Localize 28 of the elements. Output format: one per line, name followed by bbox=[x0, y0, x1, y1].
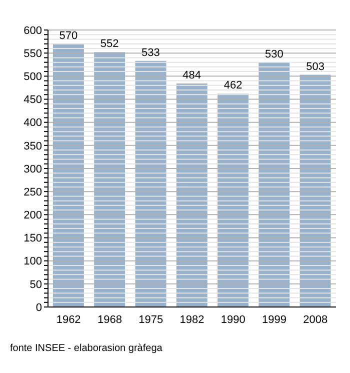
x-tick-label: 1990 bbox=[220, 314, 246, 326]
data-label: 503 bbox=[306, 60, 324, 73]
data-label: 530 bbox=[264, 48, 284, 60]
y-tick-label: 400 bbox=[24, 117, 42, 130]
y-tick-label: 600 bbox=[24, 24, 42, 37]
y-tick-label: 200 bbox=[24, 210, 42, 222]
y-tick-label: 550 bbox=[24, 48, 42, 60]
x-tick-label: 1982 bbox=[180, 314, 204, 326]
y-tick-label: 250 bbox=[24, 186, 42, 198]
y-tick-label: 0 bbox=[36, 302, 42, 314]
data-label: 484 bbox=[182, 70, 202, 82]
source-note: fonte INSEE - elaborasion gràfega bbox=[10, 343, 164, 354]
y-tick-label: 300 bbox=[24, 163, 42, 176]
x-tick-label: 2008 bbox=[303, 314, 328, 326]
data-label: 533 bbox=[142, 46, 160, 59]
x-tick-label: 1962 bbox=[56, 314, 81, 326]
x-tick-label: 1975 bbox=[138, 314, 164, 326]
y-tick-label: 500 bbox=[24, 71, 42, 84]
data-label: 462 bbox=[224, 80, 242, 92]
y-tick-label: 350 bbox=[24, 140, 42, 152]
y-tick-label: 50 bbox=[30, 278, 42, 291]
y-tick-label: 100 bbox=[24, 256, 42, 268]
x-tick-label: 1999 bbox=[262, 314, 287, 326]
y-tick-label: 450 bbox=[24, 94, 42, 106]
data-label: 552 bbox=[100, 38, 119, 50]
data-label: 570 bbox=[59, 30, 78, 42]
x-tick-label: 1968 bbox=[97, 314, 122, 326]
y-tick-label: 150 bbox=[24, 232, 42, 245]
